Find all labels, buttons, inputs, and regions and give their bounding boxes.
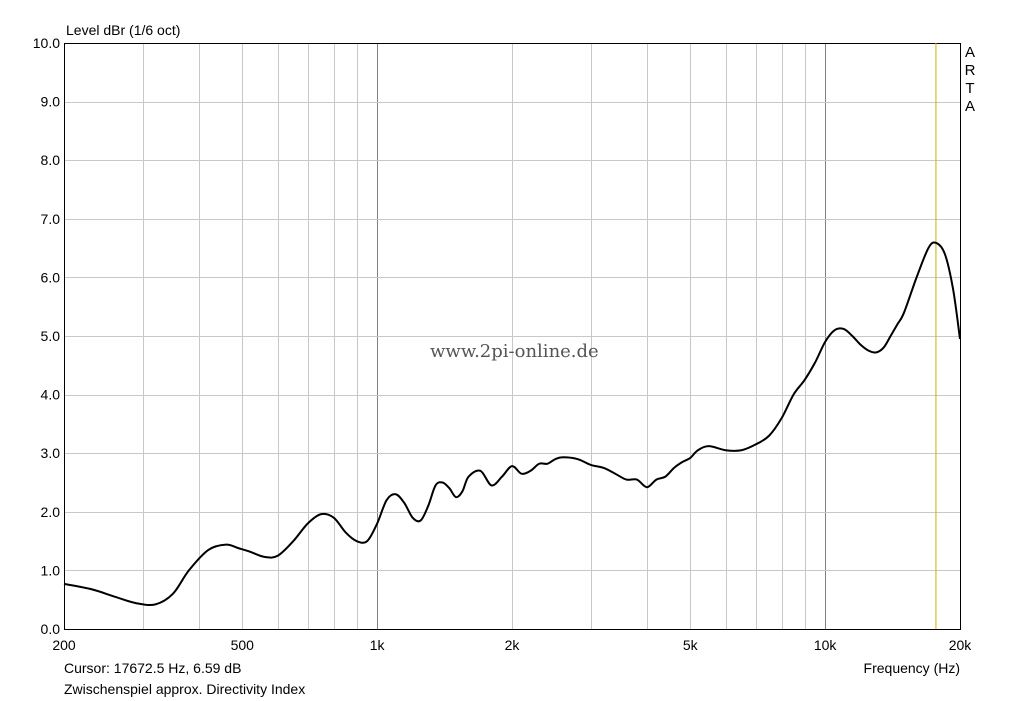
x-tick-label: 1k <box>370 637 386 653</box>
y-tick-label: 8.0 <box>41 152 61 168</box>
chart-note: Zwischenspiel approx. Directivity Index <box>64 681 306 697</box>
arta-letter: R <box>964 62 976 79</box>
x-tick-label: 5k <box>683 637 699 653</box>
arta-letter: A <box>964 44 975 61</box>
y-tick-label: 2.0 <box>41 504 61 520</box>
y-tick-label: 9.0 <box>41 94 61 110</box>
y-tick-label: 1.0 <box>41 562 61 578</box>
y-tick-label: 10.0 <box>33 35 60 51</box>
arta-letter: T <box>965 80 975 97</box>
arta-letter: A <box>964 98 975 115</box>
arta-logo: A R T A <box>963 44 977 116</box>
data-layer <box>63 43 961 629</box>
tick-labels: 0.0 1.0 2.0 3.0 4.0 5.0 6.0 7.0 8.0 9.0 10.0 200 500… <box>33 35 973 653</box>
x-tick-label: 2k <box>505 637 521 653</box>
x-tick-label: 500 <box>231 637 255 653</box>
y-tick-label: 5.0 <box>41 328 61 344</box>
cursor-readout: Cursor: 17672.5 Hz, 6.59 dB <box>64 660 242 676</box>
watermark: www.2pi-online.de <box>430 341 599 362</box>
y-tick-label: 7.0 <box>41 211 61 227</box>
y-tick-label: 0.0 <box>41 621 61 637</box>
x-tick-label: 10k <box>814 637 838 653</box>
y-tick-label: 3.0 <box>41 445 61 461</box>
y-axis-label: Level dBr (1/6 oct) <box>66 22 181 38</box>
y-tick-label: 4.0 <box>41 387 61 403</box>
x-tick-label: 200 <box>52 637 76 653</box>
y-tick-label: 6.0 <box>41 269 61 285</box>
grid <box>64 43 961 630</box>
x-tick-label: 20k <box>949 637 973 653</box>
series-line <box>63 241 961 607</box>
x-axis-label: Frequency (Hz) <box>863 660 960 676</box>
